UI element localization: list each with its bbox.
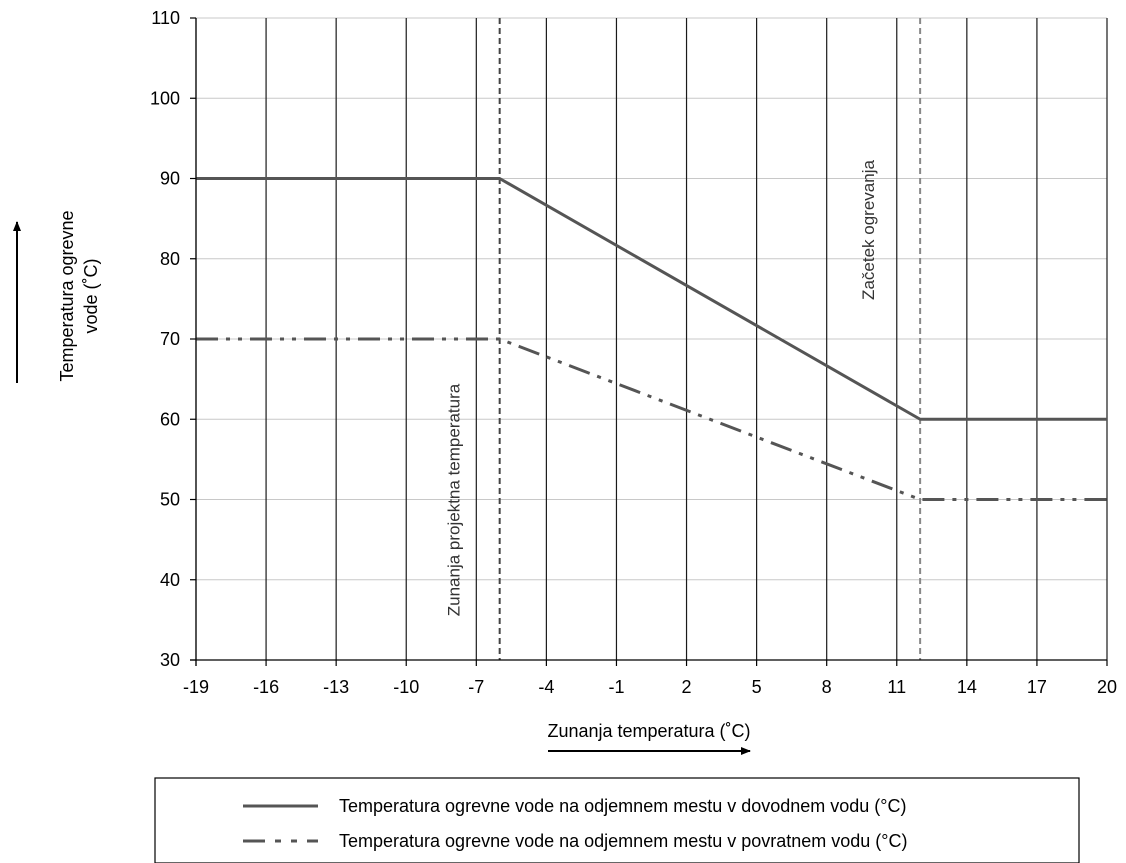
y-tick-label: 90 [160,169,180,189]
x-tick-label: 8 [822,677,832,697]
y-axis-title-line2: vode (˚C) [81,258,101,333]
reference-label-design-temp: Zunanja projektna temperatura [445,383,464,616]
y-tick-label: 110 [151,8,180,28]
legend-label-return: Temperatura ogrevne vode na odjemnem mes… [339,831,907,851]
x-tick-label: -19 [183,677,209,697]
x-tick-label: -13 [323,677,349,697]
y-tick-label: 60 [160,409,180,429]
y-tick-label: 50 [160,490,180,510]
x-tick-label: -1 [608,677,624,697]
x-tick-label: -4 [538,677,554,697]
grid [195,17,1108,660]
series-line-return [196,337,1107,501]
x-tick-label: -16 [253,677,279,697]
x-axis-title: Zunanja temperatura (˚C) [547,721,750,741]
x-tick-label: 20 [1097,677,1117,697]
x-tick-label: 14 [957,677,977,697]
x-tick-label: -7 [468,677,484,697]
y-tick-label: 40 [160,570,180,590]
legend: Temperatura ogrevne vode na odjemnem mes… [154,777,1080,863]
legend-box [154,777,1080,863]
x-tick-label: 5 [752,677,762,697]
series-line-supply [196,177,1107,421]
x-tick-label: 11 [887,677,906,697]
y-axis-title: Temperatura ogrevne vode (˚C) [57,210,101,381]
reference-label-heating-start: Začetek ogrevanja [859,160,878,300]
x-tick-label: -10 [393,677,419,697]
legend-label-supply: Temperatura ogrevne vode na odjemnem mes… [339,796,907,816]
axes: 30 40 50 60 70 80 90 100 110 -19 -16 -13 -10 -7 -4 -1 2 5… [150,8,1117,697]
y-tick-label: 100 [150,88,180,108]
x-tick-label: 2 [682,677,692,697]
y-axis-title-line1: Temperatura ogrevne [57,210,77,381]
y-tick-label: 80 [160,249,180,269]
y-tick-label: 30 [160,650,180,670]
labels: Zunanja projektna temperatura Začetek ogr… [13,160,878,755]
y-tick-label: 70 [160,329,180,349]
series [196,177,1107,501]
x-tick-label: 17 [1027,677,1047,697]
